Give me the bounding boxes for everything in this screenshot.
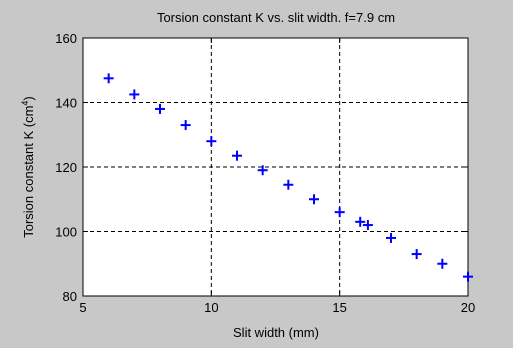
y-axis-label-superscript: 4 <box>20 101 30 106</box>
y-axis-label-main: Torsion constant K (cm <box>21 106 36 238</box>
data-point-marker <box>206 136 217 147</box>
y-tick-label: 80 <box>63 289 77 304</box>
x-axis-label: Slit width (mm) <box>233 325 319 340</box>
data-point-marker <box>362 220 373 231</box>
data-point-marker <box>411 249 422 260</box>
data-point-marker <box>232 150 242 161</box>
y-axis-label-close: ) <box>21 96 36 100</box>
y-axis-label: Torsion constant K (cm4) <box>20 96 36 238</box>
data-point-marker <box>257 165 268 176</box>
data-point-marker <box>155 103 165 114</box>
plot-frame <box>82 37 469 297</box>
data-point-marker <box>103 73 114 84</box>
y-tick-label: 140 <box>55 96 77 111</box>
x-tick-label: 10 <box>204 300 218 315</box>
data-point-marker <box>129 89 140 100</box>
data-point-marker <box>463 271 473 282</box>
y-tick-label: 100 <box>55 225 77 240</box>
grid <box>83 38 468 296</box>
data-point-marker <box>334 207 345 218</box>
y-tick-label: 160 <box>55 31 77 46</box>
chart-title: Torsion constant K vs. slit width. f=7.9… <box>157 10 395 25</box>
y-tick-label: 120 <box>55 160 77 175</box>
x-tick-labels: 5 10 15 20 <box>79 300 475 315</box>
data-point-marker <box>437 258 448 269</box>
x-tick-label: 5 <box>79 300 86 315</box>
x-tick-label: 20 <box>461 300 475 315</box>
data-point-marker <box>386 232 396 243</box>
x-tick-label: 15 <box>332 300 346 315</box>
data-point-marker <box>180 120 191 131</box>
data-markers <box>103 73 473 282</box>
data-point-marker <box>355 216 366 227</box>
y-tick-labels: 80 100 120 140 160 <box>55 31 77 304</box>
data-point-marker <box>283 179 294 190</box>
data-point-marker <box>309 194 319 205</box>
